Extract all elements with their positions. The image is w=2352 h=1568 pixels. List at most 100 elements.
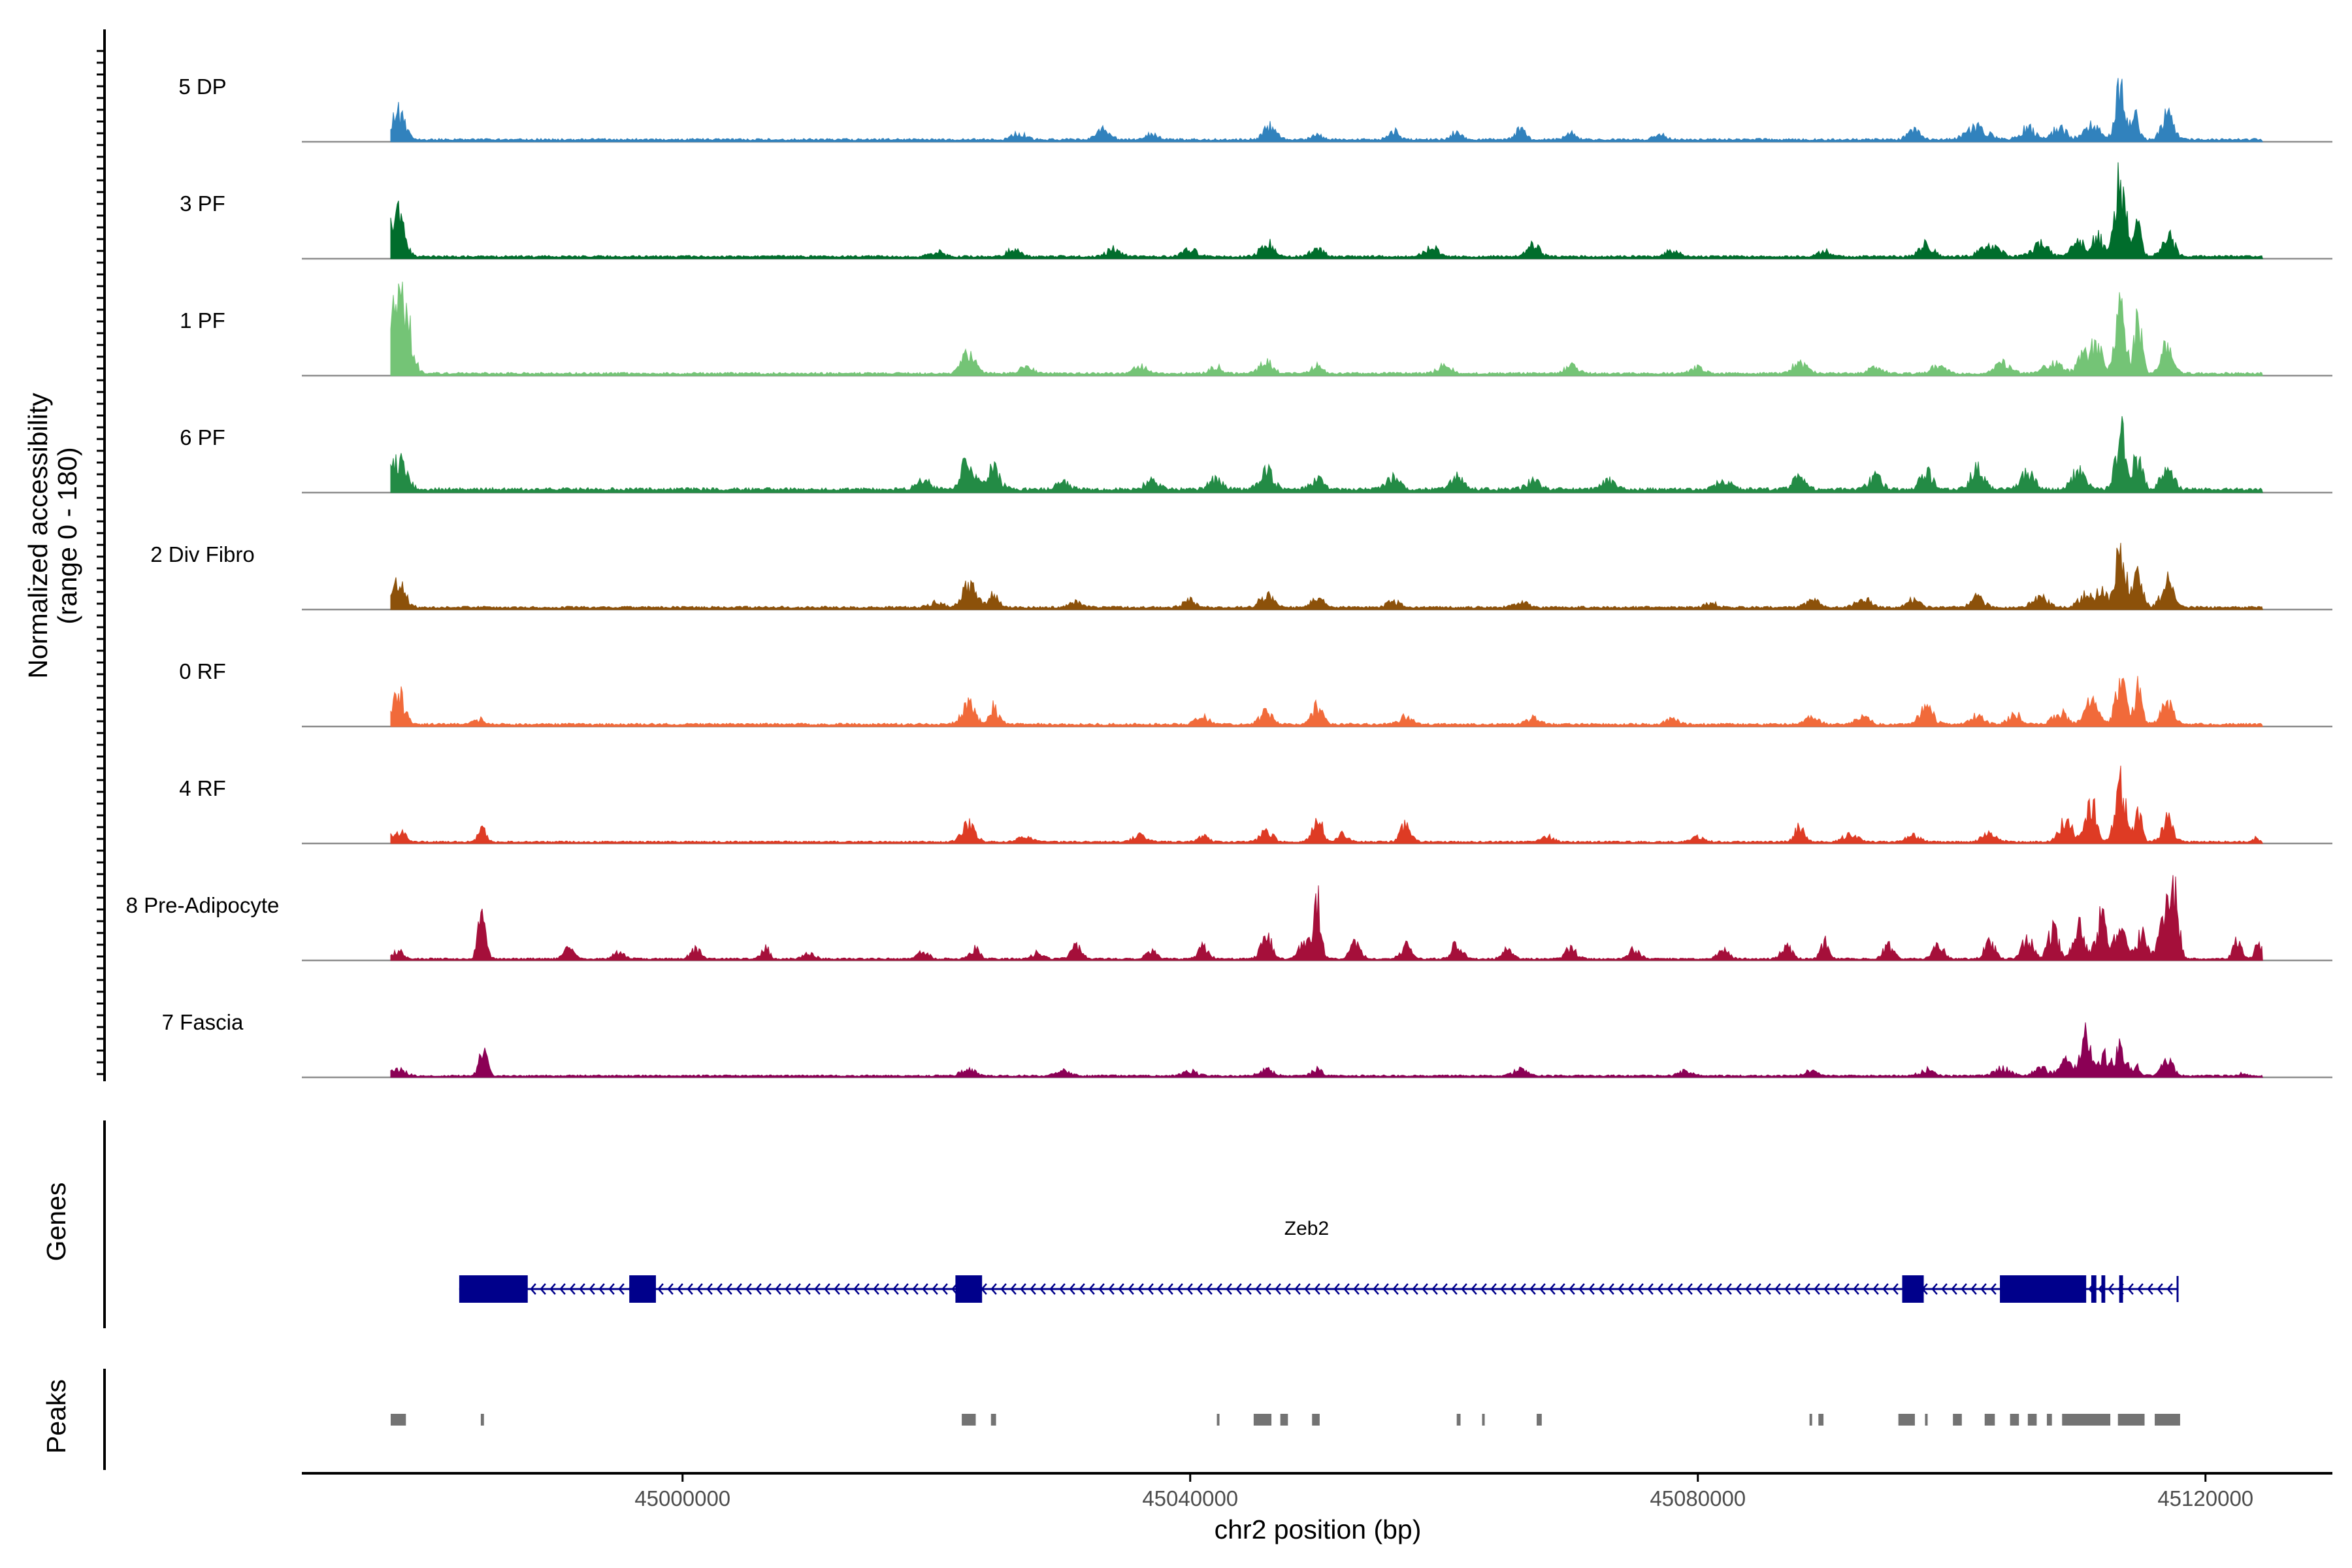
- strand-arrow: [1931, 1283, 1938, 1295]
- strand-arrow: [1294, 1283, 1301, 1295]
- strand-arrow: [1735, 1283, 1742, 1295]
- strand-arrow: [1098, 1283, 1105, 1295]
- strand-arrow: [804, 1283, 811, 1295]
- strand-arrow: [1716, 1283, 1722, 1295]
- strand-arrow: [1794, 1283, 1801, 1295]
- strand-arrow: [1863, 1283, 1869, 1295]
- strand-arrow: [1108, 1283, 1115, 1295]
- coverage-area: [390, 765, 2263, 844]
- peak-region: [390, 1414, 406, 1426]
- strand-arrow: [549, 1283, 556, 1295]
- strand-arrow: [1373, 1283, 1379, 1295]
- exon: [2119, 1275, 2123, 1303]
- exon: [955, 1275, 983, 1303]
- strand-arrow: [618, 1283, 625, 1295]
- strand-arrow: [1667, 1283, 1673, 1295]
- strand-arrow: [1500, 1283, 1507, 1295]
- strand-arrow: [902, 1283, 909, 1295]
- strand-arrow: [1529, 1283, 1536, 1295]
- peak-region: [1809, 1414, 1812, 1426]
- strand-arrow: [745, 1283, 752, 1295]
- peak-region: [1456, 1414, 1461, 1426]
- peak-region: [1253, 1414, 1272, 1426]
- strand-arrow: [1137, 1283, 1144, 1295]
- peak-region: [2155, 1414, 2180, 1426]
- strand-arrow: [1363, 1283, 1369, 1295]
- coverage-track: 1 PF: [180, 282, 2332, 377]
- strand-arrow: [2127, 1283, 2134, 1295]
- strand-arrow: [1588, 1283, 1595, 1295]
- strand-arrow: [1402, 1283, 1409, 1295]
- strand-arrow: [794, 1283, 801, 1295]
- peak-region: [480, 1414, 484, 1426]
- track-label: 8 Pre-Adipocyte: [126, 893, 280, 917]
- strand-arrow: [1422, 1283, 1428, 1295]
- x-tick-label: 45040000: [1142, 1486, 1238, 1511]
- strand-arrow: [873, 1283, 879, 1295]
- strand-arrow: [1814, 1283, 1820, 1295]
- strand-arrow: [1578, 1283, 1585, 1295]
- peak-region: [1312, 1414, 1320, 1426]
- coverage-area: [390, 282, 2263, 376]
- strand-arrow: [1284, 1283, 1291, 1295]
- strand-arrow: [1970, 1283, 1977, 1295]
- strand-arrow: [1480, 1283, 1487, 1295]
- strand-arrow: [1343, 1283, 1350, 1295]
- strand-arrow: [1951, 1283, 1957, 1295]
- peak-region: [1537, 1414, 1542, 1426]
- strand-arrow: [1441, 1283, 1448, 1295]
- strand-arrow: [1990, 1283, 1997, 1295]
- strand-arrow: [1510, 1283, 1516, 1295]
- strand-arrow: [853, 1283, 860, 1295]
- peak-region: [1898, 1414, 1915, 1426]
- strand-arrow: [540, 1283, 546, 1295]
- peak-region: [1217, 1414, 1220, 1426]
- strand-arrow: [677, 1283, 683, 1295]
- strand-arrow: [736, 1283, 742, 1295]
- strand-arrow: [1627, 1283, 1634, 1295]
- strand-arrow: [1686, 1283, 1693, 1295]
- exon: [2000, 1275, 2087, 1303]
- strand-arrow: [2166, 1283, 2173, 1295]
- coverage-area: [390, 875, 2263, 961]
- peak-region: [1818, 1414, 1824, 1426]
- strand-arrow: [1147, 1283, 1154, 1295]
- exon: [459, 1275, 528, 1303]
- strand-arrow: [814, 1283, 821, 1295]
- strand-arrow: [912, 1283, 919, 1295]
- strand-arrow: [1637, 1283, 1644, 1295]
- x-tick-label: 45000000: [634, 1486, 730, 1511]
- strand-arrow: [990, 1283, 997, 1295]
- strand-arrow: [1353, 1283, 1360, 1295]
- strand-arrow: [1216, 1283, 1222, 1295]
- strand-arrow: [1882, 1283, 1889, 1295]
- track-label: 6 PF: [180, 425, 225, 449]
- strand-arrow: [765, 1283, 772, 1295]
- x-tick-label: 45120000: [2157, 1486, 2253, 1511]
- strand-arrow: [1490, 1283, 1497, 1295]
- strand-arrow: [687, 1283, 693, 1295]
- strand-arrow: [1186, 1283, 1193, 1295]
- strand-arrow: [1000, 1283, 1007, 1295]
- coverage-area: [390, 162, 2263, 259]
- peak-region: [2010, 1414, 2019, 1426]
- strand-arrow: [1618, 1283, 1624, 1295]
- peak-region: [1953, 1414, 1962, 1426]
- strand-arrow: [1559, 1283, 1565, 1295]
- strand-arrow: [1226, 1283, 1232, 1295]
- strand-arrow: [843, 1283, 850, 1295]
- coverage-area: [390, 78, 2264, 142]
- coverage-track: 7 Fascia: [162, 1010, 2332, 1079]
- peak-region: [2117, 1414, 2145, 1426]
- strand-arrow: [775, 1283, 781, 1295]
- coverage-track: 4 RF: [179, 765, 2332, 845]
- strand-arrow: [1539, 1283, 1546, 1295]
- strand-arrow: [1245, 1283, 1252, 1295]
- coverage-track: 8 Pre-Adipocyte: [126, 875, 2332, 962]
- strand-arrow: [1088, 1283, 1095, 1295]
- track-label: 3 PF: [180, 191, 225, 216]
- coverage-track: 2 Div Fibro: [150, 542, 2332, 611]
- strand-arrow: [1275, 1283, 1281, 1295]
- peak-region: [2062, 1414, 2111, 1426]
- strand-arrow: [1235, 1283, 1242, 1295]
